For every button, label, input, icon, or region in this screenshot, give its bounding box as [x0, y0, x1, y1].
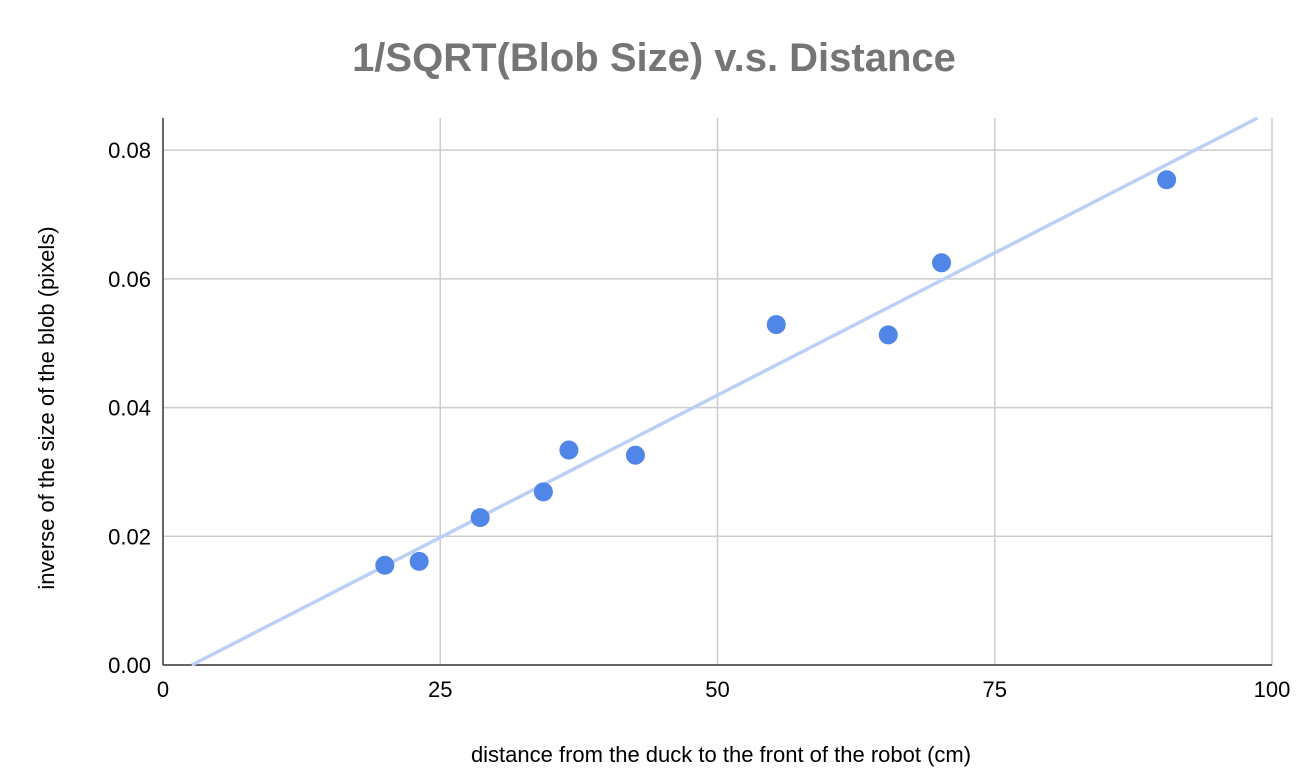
data-point	[932, 253, 952, 273]
gridlines	[163, 118, 1273, 665]
trendline	[191, 116, 1259, 667]
data-point	[375, 555, 395, 575]
y-tick-label: 0.02	[108, 524, 151, 549]
data-point	[878, 325, 898, 345]
chart-title: 1/SQRT(Blob Size) v.s. Distance	[352, 36, 956, 80]
data-point	[559, 440, 579, 460]
y-tick-label: 0.06	[108, 267, 151, 292]
y-tick-label: 0.04	[108, 396, 151, 421]
x-tick-label: 25	[428, 677, 452, 702]
x-tick-label: 100	[1254, 677, 1291, 702]
data-point	[766, 315, 786, 335]
y-axis-label: inverse of the size of the blob (pixels)	[34, 226, 59, 589]
data-point	[625, 445, 645, 465]
axes	[162, 118, 1272, 666]
y-tick-label: 0.00	[108, 653, 151, 678]
data-point	[1157, 170, 1177, 190]
x-axis-label: distance from the duck to the front of t…	[471, 742, 971, 767]
x-tick-label: 75	[983, 677, 1007, 702]
trendline-layer	[191, 116, 1259, 667]
x-tick-label: 0	[157, 677, 169, 702]
data-point	[409, 551, 429, 571]
data-point	[470, 508, 490, 528]
data-points	[375, 170, 1177, 575]
tick-labels: 0 25 50 75 100 0.00 0.02 0.04 0.06 0.08	[108, 138, 1290, 702]
x-tick-label: 50	[705, 677, 729, 702]
y-tick-label: 0.08	[108, 138, 151, 163]
data-point	[533, 482, 553, 502]
